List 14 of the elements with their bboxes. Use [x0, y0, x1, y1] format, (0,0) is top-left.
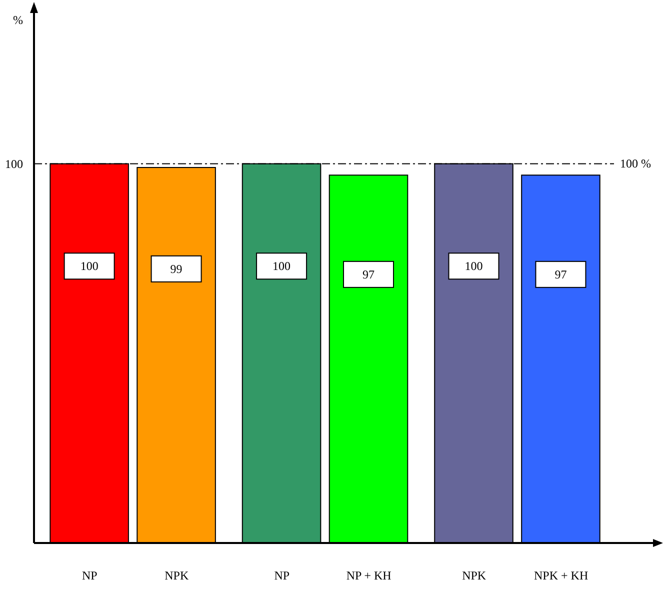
- x-tick-label: NPK + KH: [534, 568, 588, 583]
- data-label: 97: [362, 267, 375, 282]
- data-label: 100: [464, 259, 483, 274]
- x-tick-label: NP: [274, 568, 290, 583]
- x-tick-label: NP: [82, 568, 98, 583]
- x-tick-label: NPK: [164, 568, 189, 583]
- x-tick-label: NP + KH: [346, 568, 392, 583]
- data-label: 100: [80, 259, 98, 274]
- x-tick-label: NPK: [462, 568, 486, 583]
- data-label: 97: [554, 267, 567, 282]
- ref-line-label: 100 %: [620, 156, 651, 171]
- data-label: 100: [272, 259, 291, 274]
- y-axis-title: %: [13, 13, 23, 27]
- data-label: 99: [170, 262, 182, 276]
